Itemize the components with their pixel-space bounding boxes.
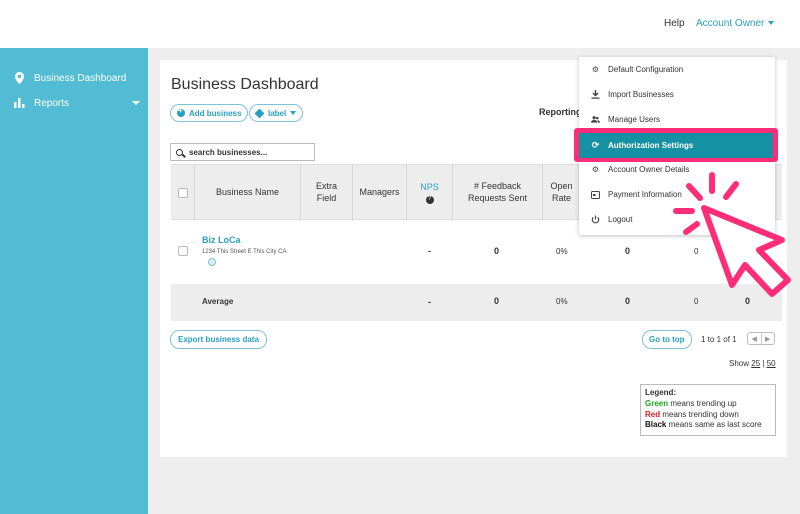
- select-all-checkbox[interactable]: [177, 188, 188, 198]
- chevron-down-icon: [768, 21, 775, 26]
- menu-item-label: Manage Users: [608, 115, 661, 124]
- menu-item-authorization-settings[interactable]: ⟳ Authorization Settings: [579, 133, 773, 158]
- users-icon: [591, 115, 600, 124]
- menu-item-manage-users[interactable]: Manage Users: [579, 107, 775, 132]
- row-checkbox[interactable]: [178, 246, 188, 256]
- menu-item-payment-information[interactable]: Payment Information: [579, 182, 775, 207]
- show-label: Show: [729, 359, 750, 368]
- label-filter-label: label: [268, 108, 287, 118]
- account-owner-menu[interactable]: Account Owner: [696, 18, 775, 29]
- column-managers[interactable]: Managers: [353, 165, 407, 221]
- menu-item-import-businesses[interactable]: Import Businesses: [579, 82, 775, 107]
- gear-icon: ⚙: [591, 65, 600, 74]
- feedback-sent-value: 0: [494, 296, 500, 306]
- menu-item-label: Default Configuration: [608, 65, 684, 74]
- legend-title: Legend:: [645, 388, 677, 397]
- average-label: Average: [202, 297, 234, 306]
- sidebar: [0, 48, 148, 514]
- nps-label: NPS: [420, 182, 439, 193]
- page-title: Business Dashboard: [171, 76, 319, 93]
- label-filter-button[interactable]: label: [249, 104, 304, 122]
- add-business-label: Add business: [189, 108, 242, 118]
- nps-value: -: [428, 246, 431, 256]
- sidebar-item-label: Business Dashboard: [34, 72, 127, 84]
- metric-value: 0: [625, 296, 631, 306]
- search-input[interactable]: search businesses...: [170, 143, 315, 161]
- legend-red-word: Red: [645, 409, 661, 419]
- location-pin-icon: [12, 72, 26, 84]
- column-business-name[interactable]: Business Name: [195, 165, 301, 221]
- bar-chart-icon: [12, 97, 26, 109]
- column-feedback-requests[interactable]: # Feedback Requests Sent: [453, 165, 543, 221]
- legend-red-text: means trending down: [662, 409, 739, 419]
- legend-red-line: Red means trending down: [645, 410, 771, 421]
- next-page-icon[interactable]: ▶: [760, 333, 775, 344]
- export-business-data-button[interactable]: Export business data: [170, 330, 267, 349]
- select-all-cell: [171, 165, 195, 221]
- menu-item-label: Logout: [608, 215, 633, 224]
- page-size-separator: |: [762, 359, 765, 368]
- menu-item-label: Account Owner Details: [608, 165, 690, 174]
- page-size-25-link[interactable]: 25: [751, 359, 761, 368]
- metric-value: 0: [694, 297, 699, 306]
- power-icon: [591, 215, 600, 224]
- metric-value: 0: [694, 247, 699, 256]
- account-owner-label: Account Owner: [696, 18, 765, 29]
- chevron-down-icon[interactable]: [132, 101, 140, 105]
- tag-icon: [254, 108, 265, 118]
- legend-black-line: Black means same as last score: [645, 420, 771, 431]
- nps-value: -: [428, 297, 431, 307]
- cursor-click-annotation-icon: [673, 172, 791, 297]
- top-bar: Help Account Owner: [0, 0, 800, 48]
- page-size-selector: Show 25 | 50: [729, 359, 776, 368]
- business-name-link[interactable]: Biz LoCa: [202, 235, 241, 245]
- column-extra-field[interactable]: Extra Field: [301, 165, 353, 221]
- open-rate-value: 0%: [556, 247, 568, 256]
- menu-item-label: Import Businesses: [608, 90, 674, 99]
- status-dot-icon: [208, 258, 216, 266]
- search-icon: [176, 148, 183, 156]
- gear-icon: ⚙: [591, 165, 600, 174]
- legend-green-line: Green means trending up: [645, 399, 771, 410]
- feedback-sent-value: 0: [494, 246, 500, 256]
- legend-box: Legend: Green means trending up Red mean…: [640, 384, 776, 436]
- legend-black-word: Black: [645, 420, 667, 430]
- go-to-top-button[interactable]: Go to top: [642, 330, 692, 349]
- legend-black-text: means same as last score: [668, 420, 762, 430]
- table-row-average: Average - 0 0% 0 0 0: [171, 284, 782, 321]
- plus-circle-icon: [177, 106, 185, 117]
- legend-green-text: means trending up: [670, 398, 737, 408]
- menu-item-label: Authorization Settings: [608, 141, 694, 150]
- refresh-icon: ⟳: [591, 140, 600, 150]
- help-icon[interactable]: ?: [425, 195, 434, 204]
- pagination-info: 1 to 1 of 1: [701, 335, 737, 344]
- card-icon: [591, 190, 600, 199]
- metric-value: 0: [745, 296, 751, 306]
- sidebar-item-label: Reports: [34, 97, 70, 109]
- search-placeholder: search businesses...: [189, 147, 268, 157]
- metric-value: 0: [625, 246, 631, 256]
- menu-item-logout[interactable]: Logout: [579, 207, 775, 232]
- sidebar-item-business-dashboard[interactable]: Business Dashboard: [12, 72, 140, 84]
- page-size-50-link[interactable]: 50: [766, 359, 776, 368]
- caret-down-icon: [290, 111, 297, 115]
- column-open-rate[interactable]: Open Rate: [543, 165, 581, 221]
- business-cell: Biz LoCa 1234 This Street E This City CA: [202, 235, 286, 266]
- add-business-button[interactable]: Add business: [170, 104, 249, 122]
- menu-item-label: Payment Information: [608, 190, 682, 199]
- open-rate-value: 0%: [556, 297, 568, 306]
- menu-item-account-owner-details[interactable]: ⚙ Account Owner Details: [579, 157, 775, 182]
- download-icon: [591, 90, 600, 99]
- reporting-label: Reporting: [539, 107, 582, 117]
- previous-page-icon[interactable]: ◀: [751, 335, 757, 343]
- help-link[interactable]: Help: [664, 18, 685, 29]
- menu-item-default-configuration[interactable]: ⚙ Default Configuration: [579, 57, 775, 82]
- column-nps[interactable]: NPS ?: [407, 165, 453, 221]
- sidebar-item-reports[interactable]: Reports: [12, 97, 140, 109]
- pagination-nav: ◀ ▶: [747, 332, 775, 345]
- row-checkbox-cell: [178, 246, 188, 256]
- business-address: 1234 This Street E This City CA: [202, 249, 287, 255]
- legend-green-word: Green: [645, 398, 669, 408]
